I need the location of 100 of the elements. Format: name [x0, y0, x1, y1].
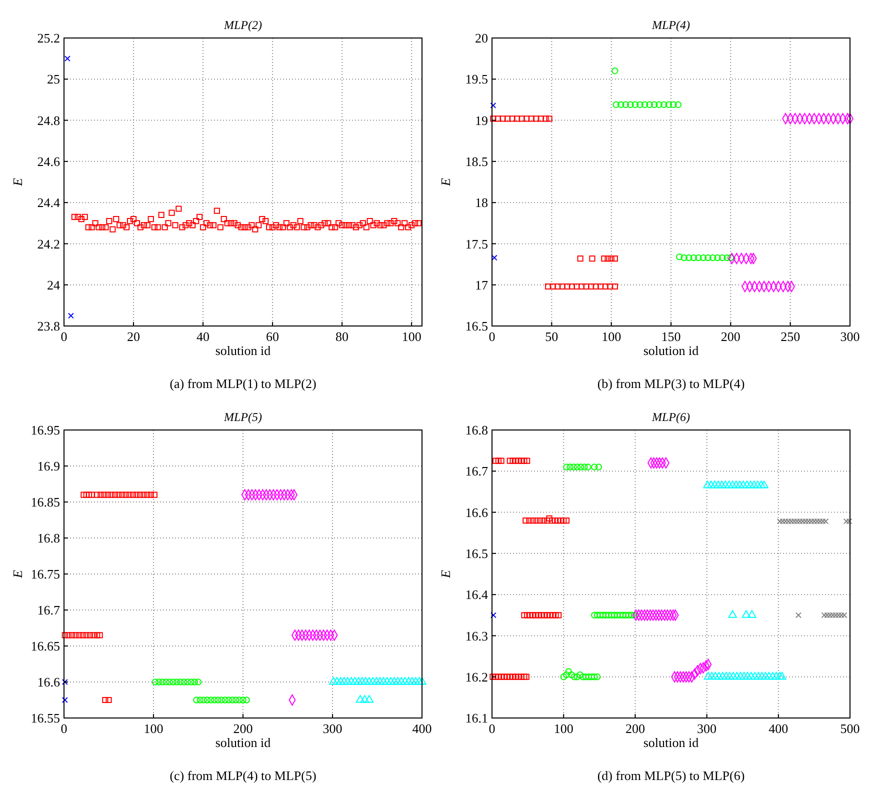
point [568, 671, 575, 678]
point [740, 672, 748, 680]
point [356, 695, 365, 703]
point [724, 254, 730, 262]
point [717, 480, 726, 488]
point [218, 696, 225, 704]
point [841, 612, 848, 618]
point [574, 464, 581, 470]
point [532, 612, 539, 618]
x-tick-label: 400 [412, 721, 432, 736]
x-tick-label: 40 [196, 329, 210, 344]
point [122, 492, 129, 498]
point [176, 678, 184, 686]
point [722, 672, 731, 680]
point [732, 480, 741, 488]
point [523, 674, 530, 680]
point [152, 678, 159, 686]
point [598, 283, 604, 290]
y-tick-label: 17.5 [465, 236, 488, 252]
point [690, 254, 698, 262]
point [510, 458, 516, 464]
point [538, 612, 544, 618]
point [622, 612, 630, 619]
y-tick-label: 16.55 [30, 710, 60, 726]
point [86, 492, 92, 498]
point [735, 480, 744, 488]
point [166, 678, 173, 686]
x-axis-title: solution id [215, 735, 272, 750]
point [390, 677, 399, 685]
point [611, 612, 618, 619]
point [526, 517, 532, 524]
point [512, 674, 519, 680]
point [814, 518, 820, 524]
point [601, 255, 608, 262]
y-tick-label: 19.5 [465, 72, 488, 87]
x-tick-label: 300 [322, 721, 342, 736]
point [560, 673, 567, 680]
point [386, 677, 396, 685]
point [718, 672, 727, 680]
point [695, 254, 702, 262]
point [709, 254, 716, 262]
point [724, 480, 734, 488]
point [151, 492, 158, 498]
point [490, 612, 496, 618]
point [510, 674, 516, 680]
point [686, 254, 692, 262]
point [665, 101, 672, 108]
point [108, 492, 114, 498]
y-tick-label: 16.8 [465, 422, 488, 438]
point [594, 612, 601, 619]
point [62, 679, 68, 685]
y-tick-label: 24 [47, 277, 60, 292]
point [612, 283, 618, 290]
point [184, 678, 191, 686]
point [133, 492, 140, 498]
y-tick-label: 16.3 [465, 628, 488, 644]
point [538, 116, 544, 122]
point [625, 612, 632, 619]
point [210, 696, 218, 704]
point [595, 464, 602, 470]
point [69, 632, 76, 638]
point [742, 480, 752, 488]
point [492, 674, 499, 680]
point [495, 674, 502, 680]
point [194, 678, 202, 686]
point [137, 492, 144, 498]
point [588, 673, 595, 680]
point [524, 458, 530, 464]
point [535, 612, 542, 618]
y-tick-label: 24.2 [37, 236, 60, 252]
point [706, 480, 716, 488]
y-tick-label: 16.65 [30, 638, 60, 654]
y-tick-label: 16.8 [37, 530, 60, 546]
point [556, 612, 562, 618]
point [728, 672, 738, 680]
y-tick-label: 16.5 [465, 318, 488, 334]
point [589, 255, 596, 262]
point [533, 116, 540, 122]
point [500, 116, 506, 122]
point [536, 517, 544, 524]
point [492, 458, 499, 464]
point [563, 517, 570, 524]
y-tick-label: 16.2 [465, 669, 488, 684]
point [498, 458, 504, 464]
x-tick-label: 200 [233, 721, 253, 736]
point [119, 492, 126, 498]
y-tick-label: 18 [475, 195, 488, 210]
point [676, 254, 683, 260]
point [542, 116, 549, 122]
point [376, 677, 384, 685]
point [554, 283, 561, 290]
point [361, 677, 370, 685]
point [585, 673, 592, 680]
point [90, 632, 97, 638]
point [162, 678, 170, 686]
point [805, 518, 812, 524]
point [772, 672, 781, 680]
point [566, 464, 574, 470]
point [346, 677, 356, 685]
point [704, 254, 712, 262]
